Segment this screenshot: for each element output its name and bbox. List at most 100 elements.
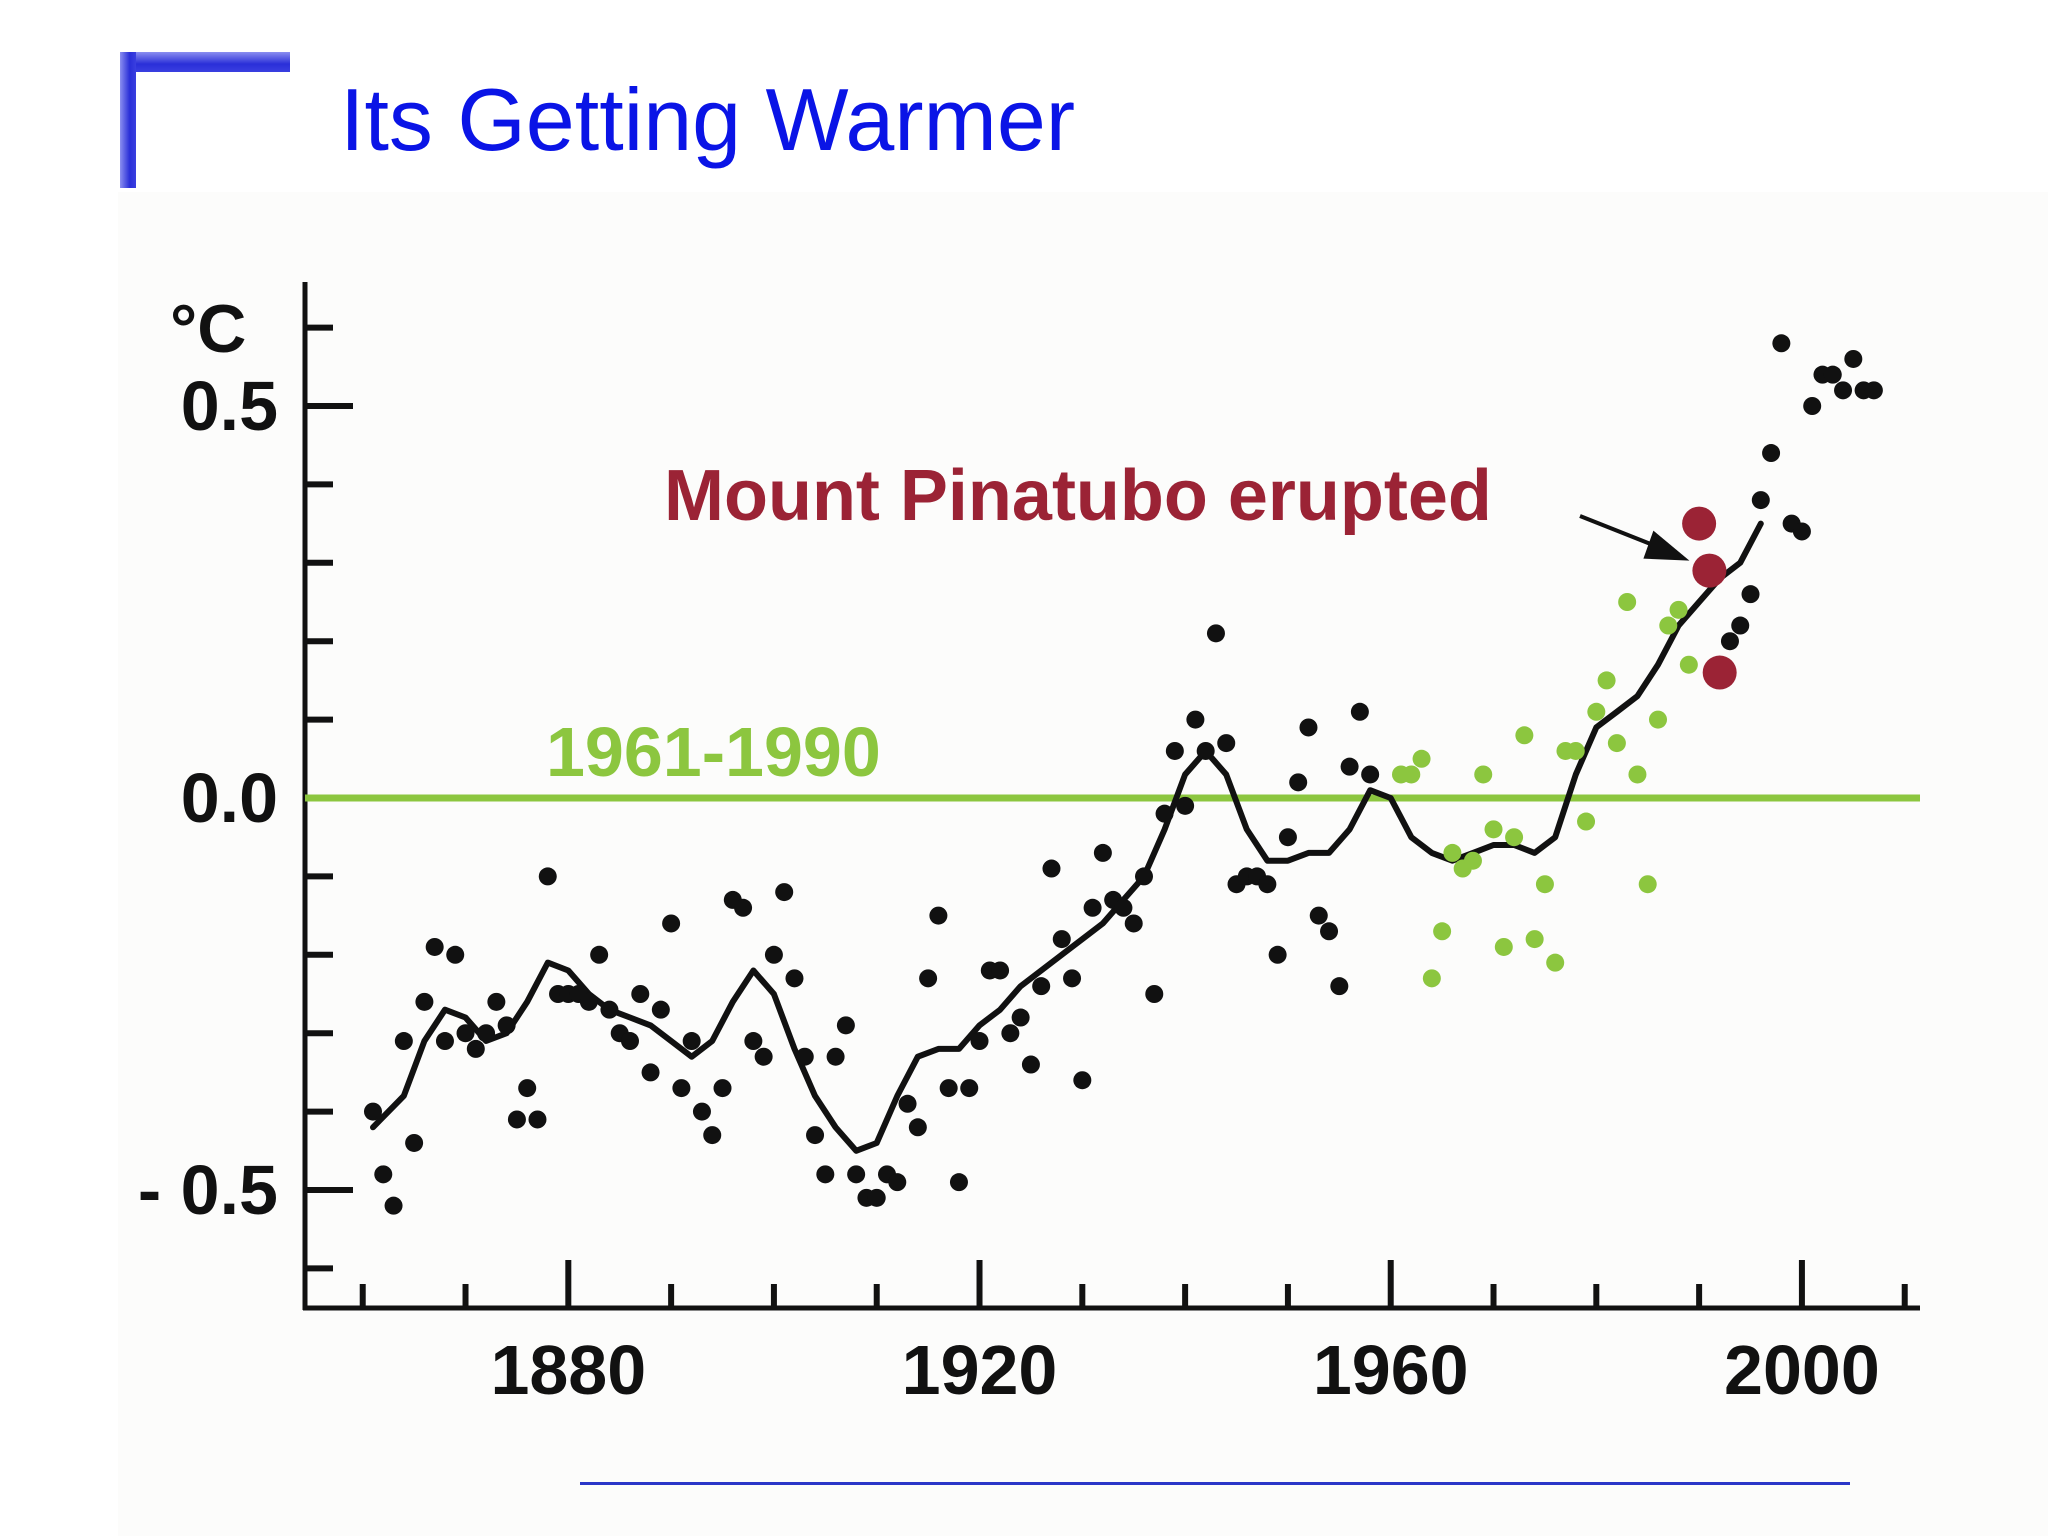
data-point: [1001, 1024, 1020, 1043]
y-tick-label: 0.5: [181, 367, 278, 445]
data-point: [764, 945, 783, 964]
baseline-data-point: [1597, 671, 1616, 690]
data-point: [456, 1024, 475, 1043]
figure-panel: [118, 192, 2048, 1536]
baseline-data-point: [1494, 937, 1513, 956]
data-point: [744, 1032, 763, 1051]
data-point: [497, 1016, 516, 1035]
baseline-data-point: [1422, 969, 1441, 988]
data-point: [446, 945, 465, 964]
data-point: [775, 883, 794, 902]
data-point: [1114, 898, 1133, 917]
data-point: [1864, 381, 1883, 400]
pinatubo-data-point: [1682, 506, 1717, 541]
data-point: [785, 969, 804, 988]
data-point: [1299, 718, 1318, 737]
data-point: [1278, 828, 1297, 847]
y-unit-label: °C: [170, 291, 246, 367]
data-point: [806, 1126, 825, 1145]
data-point: [1052, 930, 1071, 949]
baseline-data-point: [1638, 875, 1657, 894]
baseline-data-point: [1649, 710, 1667, 729]
data-point: [641, 1063, 660, 1082]
data-point: [1731, 616, 1750, 635]
baseline-data-point: [1679, 655, 1698, 674]
baseline-data-point: [1525, 930, 1544, 949]
data-point: [703, 1126, 722, 1145]
data-point: [754, 1047, 773, 1066]
labels-group: °C 1961-1990 Mount Pinatubo erupted 1880…: [138, 291, 1880, 1409]
baseline-data-point: [1566, 741, 1585, 760]
data-point: [579, 992, 598, 1011]
data-point: [1124, 914, 1143, 933]
data-point: [600, 1000, 619, 1019]
x-tick-label: 2000: [1724, 1331, 1880, 1409]
data-point: [1196, 741, 1215, 760]
data-point: [1083, 898, 1102, 917]
y-tick-label: - 0.5: [138, 1151, 278, 1229]
data-point: [867, 1188, 886, 1207]
data-point: [590, 945, 609, 964]
data-point: [734, 898, 753, 917]
data-point: [1720, 632, 1739, 651]
data-point: [1823, 365, 1842, 384]
baseline-data-point: [1669, 600, 1688, 619]
data-point: [374, 1165, 393, 1184]
title-corner-bar-vertical: [120, 52, 136, 188]
data-point: [1762, 444, 1781, 463]
baseline-data-point: [1515, 726, 1534, 745]
x-tick-label: 1920: [902, 1331, 1058, 1409]
data-points-group: [364, 334, 1883, 1215]
data-point: [1309, 906, 1328, 925]
data-point: [991, 961, 1010, 980]
data-point: [898, 1094, 917, 1113]
smoothed-curve-group: [370, 520, 1764, 1154]
data-point: [538, 867, 557, 886]
annotation-label: Mount Pinatubo erupted: [664, 456, 1492, 536]
data-point: [651, 1000, 670, 1019]
page-title: Its Getting Warmer: [340, 70, 1076, 169]
data-point: [816, 1165, 835, 1184]
title-corner-bar-horizontal: [120, 52, 290, 72]
data-point: [405, 1133, 424, 1152]
data-point: [466, 1039, 485, 1058]
data-point: [1165, 741, 1184, 760]
data-point: [919, 969, 938, 988]
data-point: [1032, 977, 1051, 996]
data-point: [1320, 922, 1339, 941]
data-point: [1135, 867, 1153, 886]
data-point: [518, 1079, 537, 1098]
data-point: [1361, 765, 1380, 784]
data-point: [1042, 859, 1061, 878]
data-point: [1340, 757, 1359, 776]
data-point: [394, 1032, 413, 1051]
baseline-data-point: [1587, 702, 1606, 721]
data-point: [1186, 710, 1205, 729]
data-point: [662, 914, 681, 933]
data-point: [415, 992, 434, 1011]
pinatubo-data-point: [1692, 553, 1727, 588]
baseline-data-point: [1402, 765, 1421, 784]
data-point: [621, 1032, 639, 1051]
data-point: [826, 1047, 845, 1066]
data-point: [1021, 1055, 1040, 1074]
baseline-data-point: [1628, 765, 1647, 784]
y-tick-label: 0.0: [181, 759, 278, 837]
baseline-data-point: [1505, 828, 1524, 847]
baseline-data-point: [1577, 812, 1596, 831]
data-point: [1258, 875, 1277, 894]
data-point: [507, 1110, 526, 1129]
data-point: [435, 1032, 454, 1051]
data-point: [477, 1024, 496, 1043]
data-point: [949, 1173, 968, 1192]
data-point: [1741, 585, 1760, 604]
data-point: [1176, 796, 1195, 815]
x-tick-label: 1960: [1313, 1331, 1469, 1409]
baseline-data-point: [1484, 820, 1503, 839]
data-point: [836, 1016, 855, 1035]
baseline-data-point: [1443, 843, 1462, 862]
data-point: [672, 1079, 691, 1098]
baseline-data-point: [1607, 734, 1626, 753]
data-point: [631, 985, 650, 1003]
